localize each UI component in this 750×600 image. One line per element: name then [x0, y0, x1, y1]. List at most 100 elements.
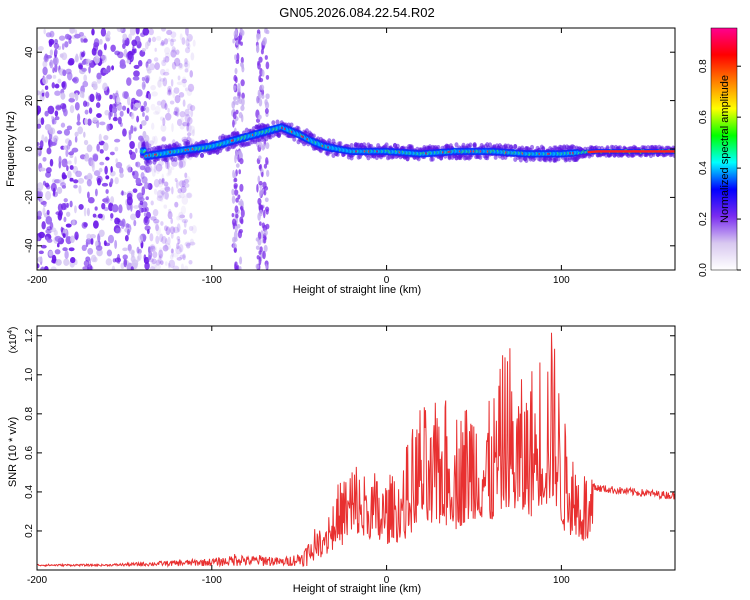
- spectrogram-noise-cell: [155, 259, 161, 266]
- spectrogram-noise-cell: [191, 129, 195, 137]
- spectrogram-noise-cell: [139, 200, 144, 206]
- spectrogram-noise-cell: [38, 46, 44, 51]
- spectrogram-noise-cell: [37, 210, 43, 218]
- spectrogram-noise-cell: [122, 128, 127, 137]
- spectrogram-ridge-core: [627, 150, 631, 153]
- spectrogram-noise-cell: [126, 51, 133, 61]
- spectrogram-noise-cell: [63, 258, 70, 266]
- spectrogram-noise-cell: [90, 254, 97, 263]
- spectrogram-noise-cell: [108, 111, 112, 121]
- spectrogram-noise-cell: [192, 39, 196, 47]
- spectrogram-streak-cell: [231, 188, 235, 196]
- spectrogram-noise-cell: [81, 67, 87, 72]
- spectrogram-x-tick-label: -200: [27, 275, 47, 286]
- snr-y-axis-label: SNR (10 * v/v): [7, 417, 19, 487]
- spectrogram-noise-cell: [153, 218, 160, 224]
- spectrogram-noise-cell: [181, 78, 188, 84]
- spectrogram-noise-cell: [182, 253, 186, 261]
- spectrogram-noise-cell: [46, 74, 53, 80]
- spectrogram-noise-cell: [74, 29, 78, 35]
- spectrogram-noise-cell: [124, 234, 129, 242]
- spectrogram-noise-cell: [115, 227, 121, 234]
- spectrogram-noise-cell: [182, 121, 188, 127]
- spectrogram-noise-cell: [160, 221, 164, 226]
- spectrogram-noise-cell: [66, 125, 73, 131]
- spectrogram-ridge-halo: [485, 155, 490, 161]
- spectrogram-ridge-halo: [369, 143, 374, 149]
- spectrogram-noise-cell: [38, 191, 44, 198]
- spectrogram-noise-cell: [119, 110, 124, 117]
- spectrogram-noise-cell: [50, 182, 57, 192]
- spectrogram-noise-cell: [39, 167, 46, 172]
- spectrogram-noise-cell: [94, 206, 98, 211]
- spectrogram-noise-cell: [167, 85, 172, 93]
- spectrogram-x-axis-label: Height of straight line (km): [293, 284, 421, 296]
- spectrogram-noise-cell: [158, 180, 164, 188]
- spectrogram-noise-cell: [66, 165, 69, 172]
- spectrogram-noise-cell: [64, 158, 67, 164]
- spectrogram-ridge-halo: [338, 141, 343, 147]
- spectrogram-noise-cell: [176, 194, 182, 199]
- spectrogram-noise-cell: [159, 78, 166, 82]
- spectrogram-noise-cell: [153, 164, 157, 173]
- spectrogram-noise-cell: [114, 176, 119, 185]
- spectrogram-ridge-core: [657, 150, 660, 153]
- spectrogram-noise-cell: [117, 104, 123, 111]
- spectrogram-noise-cell: [83, 131, 86, 138]
- spectrogram-noise-cell: [185, 123, 192, 133]
- spectrogram-noise-cell: [189, 238, 194, 246]
- spectrogram-noise-cell: [175, 49, 180, 55]
- spectrogram-ridge-core: [619, 150, 622, 153]
- spectrogram-noise-cell: [117, 116, 122, 125]
- spectrogram-noise-cell: [74, 205, 77, 214]
- spectrogram-noise-cell: [153, 178, 160, 188]
- spectrogram-noise-cell: [110, 166, 113, 173]
- spectrogram-noise-cell: [185, 87, 188, 92]
- spectrogram-streak-cell: [239, 256, 243, 265]
- spectrogram-ridge-halo: [472, 142, 477, 148]
- spectrogram-noise-cell: [159, 260, 164, 265]
- colorbar: 0.0 0.2 0.4 0.6 0.8 Normalized spectral ampl…: [698, 27, 741, 277]
- spectrogram-y-tick-label: -40: [24, 238, 35, 253]
- spectrogram-noise-cell: [130, 101, 134, 110]
- spectrogram-noise-cell: [94, 188, 98, 197]
- spectrogram-noise-cell: [104, 165, 108, 175]
- spectrogram-ridge-core: [636, 150, 639, 153]
- spectrogram-noise-cell: [53, 42, 60, 50]
- spectrogram-noise-cell: [174, 106, 180, 114]
- spectrogram-noise-cell: [96, 143, 100, 152]
- spectrogram-noise-cell: [116, 253, 121, 262]
- spectrogram-ridge-core: [648, 150, 651, 153]
- spectrogram-noise-cell: [178, 91, 185, 98]
- spectrogram-noise-cell: [86, 207, 90, 217]
- spectrogram-noise-cell: [65, 223, 72, 228]
- spectrogram-noise-cell: [164, 46, 171, 55]
- spectrogram-noise-cell: [143, 254, 147, 261]
- spectrogram-noise-cell: [169, 100, 175, 105]
- spectrogram-noise-cell: [173, 47, 177, 53]
- spectrogram-streak-cell: [238, 152, 243, 159]
- spectrogram-noise-cell: [153, 111, 160, 115]
- spectrogram-streak-cell: [264, 55, 268, 60]
- spectrogram-ridge-halo: [311, 133, 316, 139]
- spectrogram-noise-cell: [60, 122, 66, 128]
- spectrogram-noise-cell: [83, 260, 90, 267]
- spectrogram-noise-cell: [42, 207, 46, 216]
- spectrogram-noise-cell: [179, 254, 186, 259]
- spectrogram-streak-cell: [239, 28, 243, 33]
- spectrogram-noise-cell: [161, 28, 166, 32]
- spectrogram-noise-cell: [176, 118, 183, 127]
- spectrogram-noise-cell: [160, 40, 165, 46]
- spectrogram-noise-cell: [134, 102, 141, 108]
- spectrogram-noise-cell: [151, 136, 156, 143]
- spectrogram-noise-cell: [37, 90, 41, 96]
- spectrogram-ridge-halo: [327, 138, 332, 144]
- spectrogram-noise-cell: [170, 31, 177, 39]
- spectrogram-noise-cell: [156, 189, 164, 199]
- spectrogram-noise-cell: [107, 234, 115, 244]
- spectrogram-noise-cell: [176, 223, 181, 233]
- spectrogram-ridge-halo: [430, 156, 435, 162]
- spectrogram-y-tick-label: 40: [24, 46, 35, 58]
- spectrogram-noise-cell: [184, 183, 190, 188]
- spectrogram-noise-cell: [147, 92, 152, 100]
